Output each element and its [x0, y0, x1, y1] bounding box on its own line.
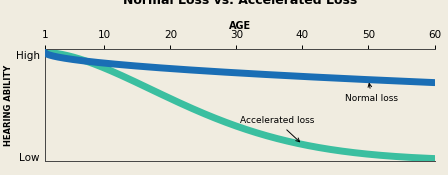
Title: Normal Loss vs. Accelerated Loss: Normal Loss vs. Accelerated Loss: [123, 0, 357, 7]
X-axis label: AGE: AGE: [228, 21, 251, 31]
Text: Accelerated loss: Accelerated loss: [240, 116, 314, 142]
Text: Normal loss: Normal loss: [345, 83, 398, 103]
Y-axis label: HEARING ABILITY: HEARING ABILITY: [4, 64, 13, 146]
